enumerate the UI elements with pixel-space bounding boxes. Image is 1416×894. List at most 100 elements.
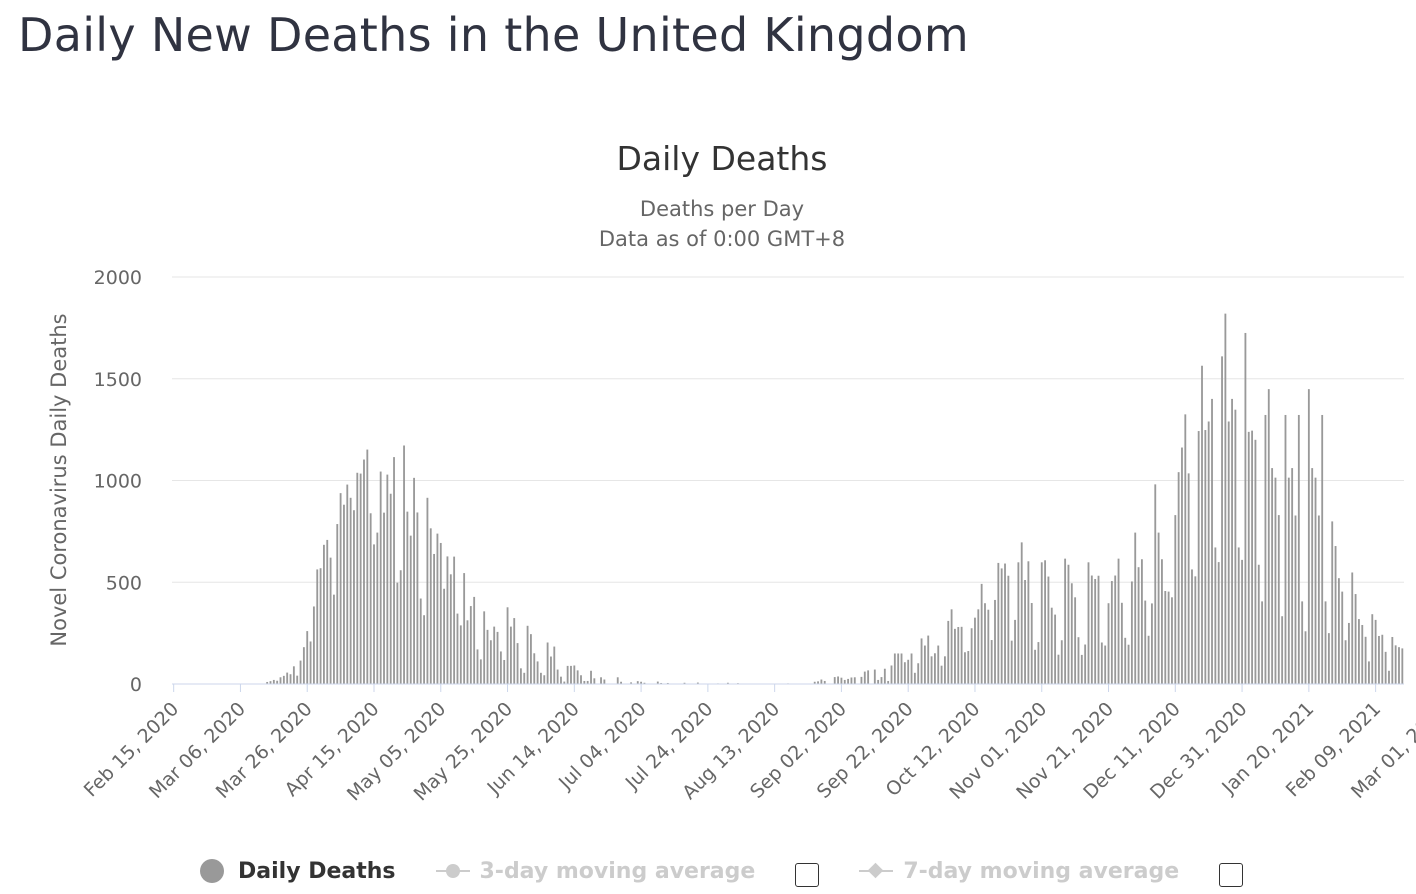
legend-item-7-day-moving-average[interactable]: 7-day moving average bbox=[859, 859, 1179, 884]
bar[interactable] bbox=[1047, 576, 1050, 684]
bar[interactable] bbox=[1384, 651, 1387, 684]
bar[interactable] bbox=[346, 484, 349, 684]
bar[interactable] bbox=[526, 625, 529, 684]
bar[interactable] bbox=[279, 677, 282, 684]
bar[interactable] bbox=[1331, 521, 1334, 684]
bar[interactable] bbox=[1251, 430, 1254, 684]
bar[interactable] bbox=[1368, 661, 1370, 684]
bar[interactable] bbox=[1294, 515, 1297, 685]
bar[interactable] bbox=[383, 512, 385, 684]
bar[interactable] bbox=[920, 638, 923, 684]
bar[interactable] bbox=[1224, 313, 1227, 684]
bar[interactable] bbox=[319, 568, 322, 684]
bar[interactable] bbox=[473, 596, 476, 684]
bar[interactable] bbox=[530, 634, 532, 684]
bar[interactable] bbox=[403, 445, 405, 685]
bar[interactable] bbox=[469, 606, 472, 684]
bar[interactable] bbox=[353, 510, 355, 684]
bar[interactable] bbox=[546, 642, 549, 684]
bar[interactable] bbox=[823, 680, 826, 684]
bar[interactable] bbox=[563, 681, 566, 684]
bar[interactable] bbox=[456, 613, 459, 684]
bar[interactable] bbox=[1401, 648, 1404, 684]
bar[interactable] bbox=[954, 628, 956, 684]
bar[interactable] bbox=[413, 477, 415, 684]
bar[interactable] bbox=[1040, 562, 1043, 684]
bar[interactable] bbox=[726, 682, 729, 684]
bar[interactable] bbox=[1301, 601, 1304, 684]
bar[interactable] bbox=[817, 681, 819, 684]
bar[interactable] bbox=[1077, 637, 1080, 684]
bar[interactable] bbox=[593, 678, 596, 684]
bar[interactable] bbox=[1167, 591, 1170, 684]
bar[interactable] bbox=[840, 677, 843, 684]
bar[interactable] bbox=[970, 628, 973, 684]
bar[interactable] bbox=[1157, 532, 1160, 684]
bar[interactable] bbox=[543, 675, 546, 684]
bar[interactable] bbox=[1151, 603, 1153, 684]
bar[interactable] bbox=[419, 598, 422, 684]
bar[interactable] bbox=[1177, 472, 1180, 684]
bar[interactable] bbox=[493, 626, 496, 684]
bar[interactable] bbox=[620, 681, 622, 684]
bar[interactable] bbox=[1217, 562, 1220, 684]
bar[interactable] bbox=[1037, 642, 1040, 684]
bar[interactable] bbox=[416, 512, 419, 684]
bar[interactable] bbox=[1187, 473, 1190, 684]
bar[interactable] bbox=[292, 666, 295, 684]
bar[interactable] bbox=[660, 682, 663, 684]
bar[interactable] bbox=[499, 651, 502, 684]
bar[interactable] bbox=[433, 553, 436, 684]
bar[interactable] bbox=[439, 542, 442, 684]
bar[interactable] bbox=[927, 635, 930, 684]
bar[interactable] bbox=[1231, 398, 1233, 684]
bar[interactable] bbox=[286, 672, 289, 684]
bar[interactable] bbox=[459, 625, 462, 684]
bar[interactable] bbox=[1114, 575, 1117, 684]
bar[interactable] bbox=[843, 679, 846, 684]
bar[interactable] bbox=[1034, 649, 1036, 684]
bar[interactable] bbox=[853, 677, 856, 684]
bar[interactable] bbox=[443, 588, 446, 684]
bar[interactable] bbox=[1391, 636, 1394, 684]
bar[interactable] bbox=[1007, 575, 1010, 684]
bar[interactable] bbox=[643, 682, 646, 684]
bar[interactable] bbox=[1087, 562, 1090, 684]
bar[interactable] bbox=[930, 656, 933, 684]
bar[interactable] bbox=[1144, 600, 1147, 684]
bar[interactable] bbox=[426, 497, 429, 684]
bar[interactable] bbox=[1307, 389, 1310, 684]
bar[interactable] bbox=[389, 493, 392, 684]
bar[interactable] bbox=[323, 544, 325, 684]
bar[interactable] bbox=[453, 556, 456, 684]
bar[interactable] bbox=[1347, 622, 1350, 684]
bar[interactable] bbox=[1030, 603, 1033, 684]
bar[interactable] bbox=[266, 681, 269, 684]
bar[interactable] bbox=[1351, 572, 1354, 684]
bar[interactable] bbox=[880, 677, 883, 684]
bar[interactable] bbox=[1247, 431, 1250, 684]
bar[interactable] bbox=[1314, 477, 1317, 684]
bar[interactable] bbox=[586, 680, 589, 684]
bar[interactable] bbox=[349, 497, 352, 684]
bar[interactable] bbox=[867, 670, 870, 684]
7-day-average-checkbox[interactable] bbox=[1219, 863, 1244, 887]
bar[interactable] bbox=[489, 640, 492, 684]
bar[interactable] bbox=[276, 680, 279, 684]
bar[interactable] bbox=[506, 607, 509, 684]
bar[interactable] bbox=[272, 679, 275, 684]
bar[interactable] bbox=[463, 573, 466, 684]
bar[interactable] bbox=[1291, 468, 1294, 684]
bar[interactable] bbox=[877, 679, 880, 684]
bar[interactable] bbox=[513, 618, 516, 684]
bar[interactable] bbox=[883, 668, 886, 684]
bar[interactable] bbox=[1181, 447, 1183, 684]
bar[interactable] bbox=[950, 609, 953, 684]
bar[interactable] bbox=[1374, 619, 1377, 684]
bar[interactable] bbox=[289, 674, 292, 684]
bar[interactable] bbox=[910, 653, 913, 684]
bar[interactable] bbox=[476, 649, 479, 684]
bar[interactable] bbox=[847, 678, 850, 684]
bar[interactable] bbox=[1044, 560, 1047, 684]
bar[interactable] bbox=[409, 535, 412, 684]
